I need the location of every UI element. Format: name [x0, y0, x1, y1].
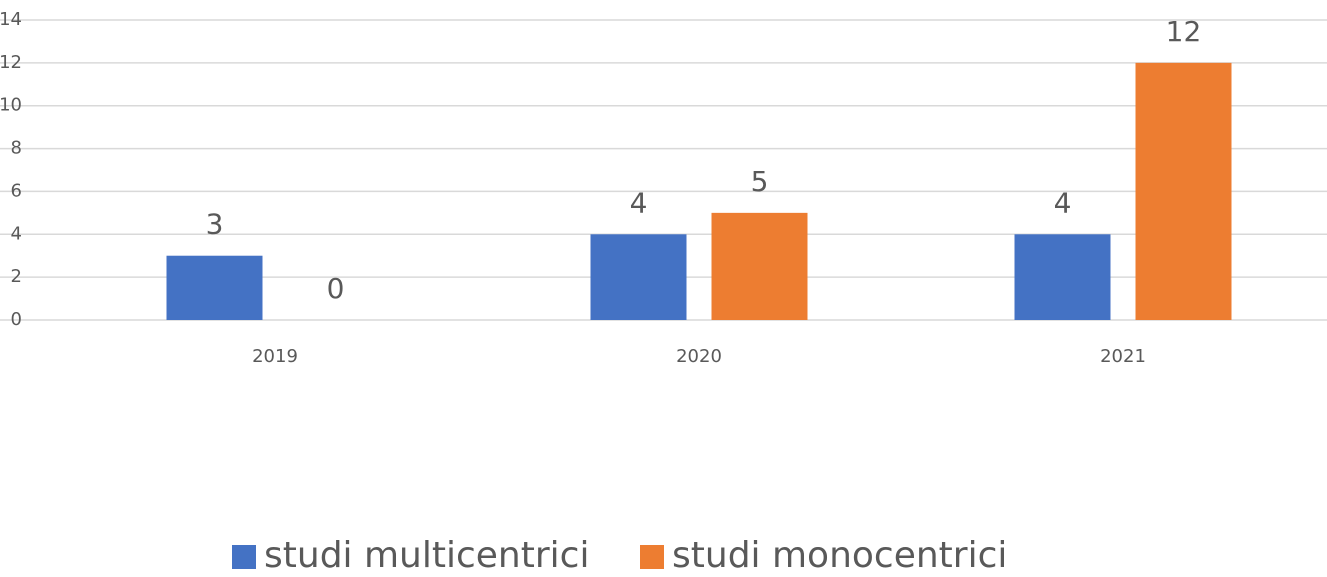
- y-tick-label: 6: [11, 180, 22, 201]
- y-tick-label: 8: [11, 138, 22, 159]
- legend-label: studi monocentrici: [672, 535, 1007, 576]
- data-label: 3: [206, 208, 224, 241]
- bar: [590, 234, 687, 320]
- bar: [1135, 62, 1232, 320]
- y-tick-label: 14: [0, 9, 22, 30]
- bar: [1014, 234, 1111, 320]
- data-label: 5: [751, 165, 769, 198]
- x-tick-label: 2019: [252, 346, 298, 367]
- y-tick-label: 2: [11, 266, 22, 287]
- y-tick-label: 12: [0, 52, 22, 73]
- data-label: 4: [1054, 186, 1072, 219]
- data-label: 4: [630, 186, 648, 219]
- data-label: 12: [1166, 15, 1202, 48]
- x-tick-label: 2021: [1100, 346, 1146, 367]
- legend-swatch: [640, 545, 664, 569]
- data-label: 0: [327, 272, 345, 305]
- y-tick-label: 0: [11, 309, 22, 330]
- bar: [711, 212, 808, 320]
- x-tick-label: 2020: [676, 346, 722, 367]
- legend-swatch: [232, 545, 256, 569]
- y-tick-label: 4: [11, 223, 22, 244]
- y-tick-label: 10: [0, 95, 22, 116]
- bar: [166, 255, 263, 320]
- legend-label: studi multicentrici: [264, 535, 589, 576]
